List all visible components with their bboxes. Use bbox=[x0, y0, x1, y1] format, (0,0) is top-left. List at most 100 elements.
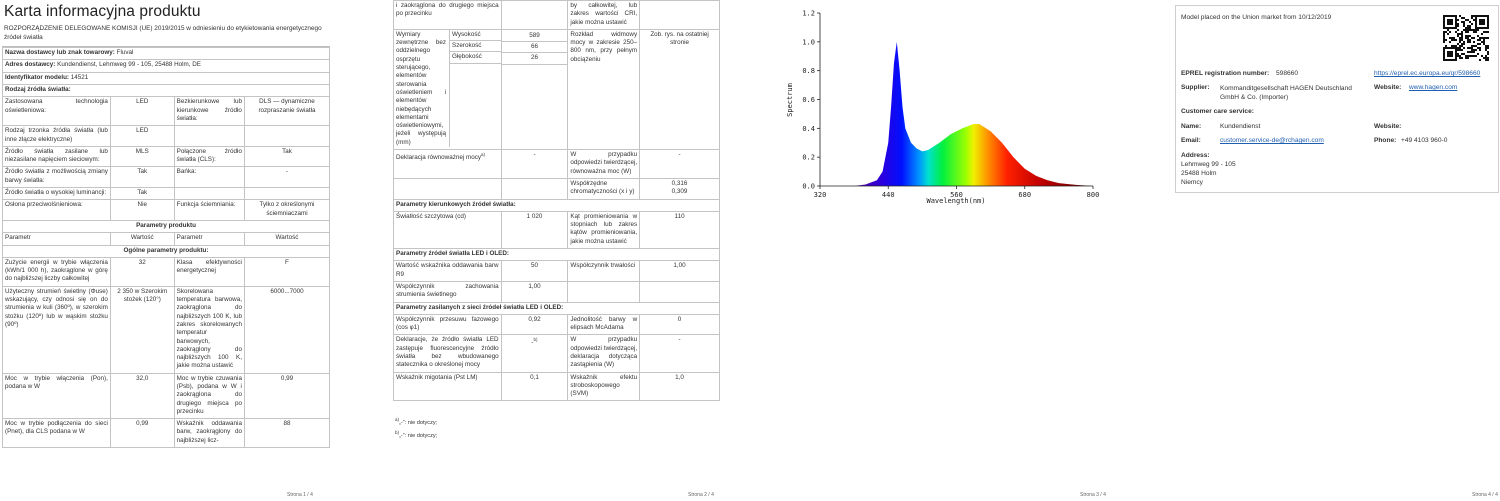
cell-text: 50 bbox=[530, 262, 538, 270]
qr-module bbox=[1483, 31, 1485, 33]
qr-module bbox=[1443, 35, 1445, 37]
value-cell: 589 66 26 bbox=[500, 28, 569, 151]
qr-module bbox=[1475, 49, 1477, 51]
qr-module bbox=[1449, 47, 1451, 49]
cell-text: Wartość wskaźnika oddawania barw R9 bbox=[396, 262, 499, 278]
qr-module bbox=[1463, 53, 1465, 55]
cell-text: Użyteczny strumień świetlny (Φuse) wskaz… bbox=[5, 287, 108, 328]
cell-text: 1,00 bbox=[673, 262, 686, 270]
qr-module bbox=[1477, 53, 1479, 55]
qr-module bbox=[1467, 31, 1469, 33]
dimension-name: Wysokość bbox=[450, 30, 501, 42]
link[interactable]: customer.service-de@rchagen.com bbox=[1220, 137, 1324, 144]
value-cell: Tak bbox=[243, 145, 330, 168]
qr-module bbox=[1471, 17, 1473, 19]
qr-module bbox=[1465, 55, 1467, 57]
label: Website: bbox=[1374, 84, 1402, 91]
qr-module bbox=[1455, 59, 1457, 61]
link[interactable]: https://eprel.ec.europa.eu/qr/598660 bbox=[1374, 70, 1481, 77]
title: Karta informacyjna produktu bbox=[4, 3, 201, 20]
qr-module bbox=[1449, 51, 1451, 53]
qr-module bbox=[1487, 17, 1489, 19]
section-heading: Parametry zasilanych z sieci źródeł świa… bbox=[393, 301, 720, 315]
qr-module bbox=[1449, 37, 1451, 39]
qr-module bbox=[1487, 15, 1489, 17]
table-row: Wymiary zewnętrzne bez oddzielnego osprz… bbox=[393, 28, 720, 151]
table-row: Użyteczny strumień świetlny (Φuse) wskaz… bbox=[2, 285, 330, 374]
subtitle: ROZPORZĄDZENIE DELEGOWANE KOMISJI (UE) 2… bbox=[2, 25, 330, 48]
value-cell: LED bbox=[109, 96, 175, 127]
qr-module bbox=[1477, 35, 1479, 37]
qr-module bbox=[1479, 37, 1481, 39]
section-title: Ogólne parametry produktu: bbox=[2, 244, 330, 258]
section-heading: Parametry kierunkowych źródeł światła: bbox=[393, 198, 720, 212]
parameter-cell: Skorelowana temperatura barwowa, zaokrąg… bbox=[173, 285, 245, 374]
table-row: Światłość szczytowa (cd) 1 020 Kąt promien… bbox=[393, 210, 720, 250]
value-cell: Tak bbox=[109, 187, 175, 201]
parameter-cell: i zaokrąglona do drugiego miejsca po prz… bbox=[393, 0, 502, 30]
parameter-cell: W przypadku odpowiedzi twierdzącej, równ… bbox=[567, 149, 641, 179]
value-cell bbox=[639, 280, 720, 303]
qr-module bbox=[1477, 15, 1479, 17]
qr-module bbox=[1465, 19, 1467, 21]
dimension-name: Szerokość bbox=[450, 41, 501, 53]
parameter-cell: Wskaźnik migotania (Pst LM) bbox=[393, 371, 502, 402]
cell-text: 32 bbox=[138, 258, 146, 266]
dimension-value: 26 bbox=[501, 53, 568, 65]
qr-module bbox=[1483, 43, 1485, 45]
qr-module bbox=[1443, 25, 1445, 27]
label: Website: bbox=[1374, 123, 1402, 130]
qr-module bbox=[1475, 17, 1477, 19]
spectrum-area bbox=[854, 41, 1093, 186]
value-cell: Wartość bbox=[243, 232, 330, 246]
qr-module bbox=[1473, 45, 1475, 47]
qr-module bbox=[1443, 19, 1445, 21]
qr-module bbox=[1455, 31, 1457, 33]
qr-module bbox=[1473, 31, 1475, 33]
cell-text: - bbox=[531, 339, 534, 347]
qr-module bbox=[1473, 37, 1475, 39]
value-cell: 0,92 bbox=[500, 313, 569, 336]
link[interactable]: www.hagen.com bbox=[1409, 84, 1458, 91]
label: Supplier: bbox=[1181, 84, 1210, 91]
address-line: Niemcy bbox=[1181, 179, 1203, 186]
qr-module bbox=[1449, 41, 1451, 43]
qr-module bbox=[1461, 45, 1463, 47]
info-cell: Identyfikator modelu: 14521 bbox=[2, 71, 330, 86]
footnote-mark: a) bbox=[481, 152, 486, 158]
table-row: Nazwa dostawcy lub znak towarowy: Fluval bbox=[2, 47, 330, 61]
parameter-cell: Źródło światła o wysokiej luminancji: bbox=[2, 187, 111, 201]
label: Address: bbox=[1181, 152, 1210, 159]
parameter-cell: Rodzaj trzonka źródła światła (lub inne … bbox=[2, 125, 111, 147]
parameter-cell: W przypadku odpowiedzi twierdzącej, dekl… bbox=[567, 334, 641, 373]
qr-module bbox=[1455, 25, 1457, 27]
qr-module bbox=[1475, 31, 1477, 33]
footnote-text: „-”: nie dotyczy; bbox=[399, 433, 438, 440]
value-cell: 0,1 bbox=[500, 371, 569, 402]
qr-module bbox=[1447, 23, 1449, 25]
qr-module bbox=[1457, 35, 1459, 37]
cell-text: Moc w trybie podłączenia do sieci (Pnet)… bbox=[5, 420, 108, 436]
qr-module bbox=[1461, 17, 1463, 19]
qr-module bbox=[1487, 23, 1489, 25]
value-cell: 2 350 w Szerokim stożek (120°) bbox=[109, 285, 175, 374]
qr-module bbox=[1477, 43, 1479, 45]
parameter-cell: Wymiary zewnętrzne bez oddzielnego osprz… bbox=[393, 28, 502, 151]
qr-module bbox=[1485, 15, 1487, 17]
cell-text: 0,99 bbox=[280, 374, 294, 382]
qr-module bbox=[1473, 51, 1475, 53]
value-cell: 50 bbox=[500, 260, 569, 282]
footnotes: a)„-”: nie dotyczy; b)„-”: nie dotyczy; bbox=[393, 415, 720, 441]
qr-module bbox=[1487, 51, 1489, 53]
value-cell: - bbox=[639, 149, 720, 179]
label: Customer care service: bbox=[1181, 108, 1254, 115]
qr-module bbox=[1479, 23, 1481, 25]
qr-module bbox=[1469, 41, 1471, 43]
cell-text: Deklaracje, że źródło światła LED zastęp… bbox=[396, 336, 499, 369]
cell-text: DLS — dynamiczne rozpraszanie światła bbox=[258, 98, 316, 114]
table-row: Moc w trybie włączenia (Pon), podana w W… bbox=[2, 372, 330, 420]
value-cell: - bbox=[639, 334, 720, 373]
qr-module bbox=[1449, 53, 1451, 55]
qr-module bbox=[1481, 33, 1483, 35]
qr-module bbox=[1473, 49, 1475, 51]
